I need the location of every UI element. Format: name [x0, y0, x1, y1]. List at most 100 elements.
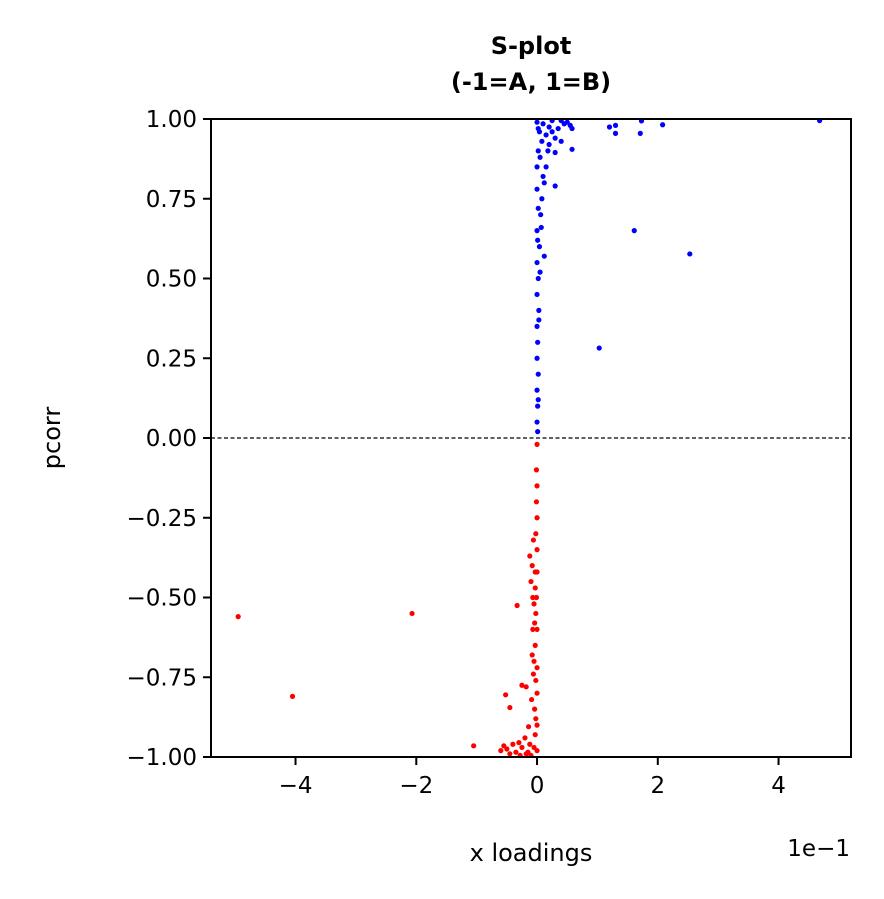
scatter-point-1-29 — [532, 706, 538, 712]
scatter-point-1-35 — [533, 499, 540, 505]
scatter-point-0-51 — [534, 323, 540, 329]
x-ticks: −4 −2 0 2 4 — [279, 757, 786, 799]
scatter-point-1-10 — [527, 553, 533, 559]
scatter-point-0-38 — [537, 154, 543, 160]
scatter-point-0-18 — [549, 129, 555, 135]
scatter-point-0-57 — [545, 148, 551, 154]
y-tick-label: 1.00 — [146, 107, 197, 133]
scatter-point-0-22 — [543, 132, 549, 138]
chart-title: S-plot — [491, 32, 572, 60]
y-tick-label: 0.25 — [146, 346, 197, 372]
scatter-point-1-44 — [534, 690, 540, 696]
scatter-point-1-9 — [525, 724, 532, 730]
scatter-point-1-39 — [534, 515, 540, 521]
scatter-point-0-21 — [546, 141, 552, 148]
y-tick-label: 0.75 — [146, 187, 197, 213]
scatter-point-1-13 — [528, 578, 534, 585]
scatter-point-0-11 — [569, 146, 575, 152]
x-tick-label: 0 — [530, 773, 545, 799]
scatter-point-0-34 — [535, 339, 541, 345]
scatter-point-1-19 — [510, 741, 516, 747]
scatter-point-0-8 — [606, 124, 613, 130]
scatter-point-0-60 — [536, 317, 542, 323]
scatter-point-1-4 — [514, 602, 520, 609]
scatter-point-0-28 — [539, 196, 545, 202]
scatter-point-1-18 — [516, 740, 522, 746]
scatter-point-1-1 — [289, 693, 296, 699]
scatter-point-1-14 — [530, 626, 536, 633]
scatter-point-0-7 — [612, 122, 619, 128]
scatter-point-0-52 — [534, 355, 540, 361]
scatter-point-0-48 — [535, 237, 541, 243]
scatter-point-1-33 — [532, 585, 538, 591]
scatter-point-0-55 — [546, 124, 552, 130]
y-tick-label: −0.75 — [127, 665, 197, 691]
scatter-point-1-2 — [409, 610, 415, 617]
scatter-point-0-61 — [535, 397, 541, 403]
scatter-point-1-30 — [532, 642, 538, 648]
y-tick-label: −0.50 — [127, 586, 197, 612]
scatter-point-1-49 — [532, 620, 538, 626]
chart-subtitle: (-1=A, 1=B) — [451, 68, 611, 96]
scatter-point-1-5 — [503, 692, 509, 698]
scatter-point-1-21 — [507, 751, 513, 757]
points-layer — [235, 117, 823, 759]
scatter-point-0-45 — [534, 186, 540, 192]
scatter-point-0-42 — [536, 129, 543, 135]
scatter-point-1-46 — [534, 748, 540, 754]
scatter-point-0-36 — [535, 403, 541, 409]
x-tick-label: −2 — [399, 773, 433, 799]
scatter-point-1-3 — [471, 743, 477, 749]
x-tick-label: 4 — [771, 773, 786, 799]
scatter-point-1-56 — [531, 601, 537, 607]
scatter-point-1-43 — [534, 665, 540, 671]
scatter-point-1-54 — [498, 748, 504, 754]
scatter-point-0-9 — [612, 130, 619, 136]
scatter-point-1-36 — [533, 467, 540, 473]
scatter-point-0-31 — [541, 253, 547, 259]
scatter-point-1-27 — [532, 732, 538, 738]
scatter-point-0-47 — [534, 228, 540, 234]
scatter-point-0-40 — [534, 119, 540, 125]
scatter-point-0-44 — [534, 164, 540, 170]
scatter-point-0-46 — [535, 205, 541, 211]
scatter-point-1-23 — [519, 744, 525, 751]
scatter-point-1-47 — [530, 671, 537, 677]
scatter-point-1-15 — [531, 658, 537, 664]
scatter-point-1-17 — [522, 735, 528, 741]
y-axis-label: pcorr — [38, 407, 66, 470]
scatter-point-1-34 — [533, 531, 539, 537]
scatter-point-0-24 — [552, 183, 558, 189]
scatter-point-0-23 — [540, 121, 546, 127]
scatter-point-1-37 — [534, 441, 540, 447]
y-tick-label: 0.50 — [146, 267, 197, 293]
scatter-point-0-19 — [558, 138, 564, 144]
scatter-point-1-48 — [529, 652, 535, 658]
scatter-point-0-37 — [535, 429, 541, 435]
scatter-point-0-3 — [596, 345, 602, 351]
scatter-point-1-57 — [530, 594, 536, 601]
scatter-point-0-39 — [539, 138, 545, 144]
scatter-point-0-32 — [535, 275, 541, 282]
scatter-point-0-59 — [537, 269, 543, 275]
scatter-point-0-17 — [552, 135, 558, 141]
scatter-point-1-55 — [533, 677, 539, 684]
scatter-point-0-35 — [535, 371, 541, 377]
scatter-point-0-54 — [534, 419, 540, 425]
scatter-point-0-4 — [660, 122, 666, 128]
scatter-point-0-58 — [538, 224, 544, 231]
scatter-point-1-50 — [527, 741, 533, 747]
scatter-point-1-8 — [523, 684, 529, 690]
scatter-point-0-29 — [538, 212, 544, 218]
scatter-point-0-26 — [540, 173, 546, 180]
scatter-point-0-30 — [536, 244, 543, 250]
scatter-point-1-22 — [513, 749, 519, 755]
scatter-point-1-16 — [529, 696, 535, 703]
scatter-point-0-20 — [552, 149, 558, 156]
scatter-point-1-38 — [534, 483, 540, 489]
y-tick-label: −0.25 — [127, 506, 197, 532]
scatter-point-0-33 — [536, 307, 542, 313]
scatter-point-0-2 — [631, 228, 637, 234]
scatter-point-1-58 — [532, 569, 538, 575]
scatter-point-1-7 — [519, 682, 525, 688]
